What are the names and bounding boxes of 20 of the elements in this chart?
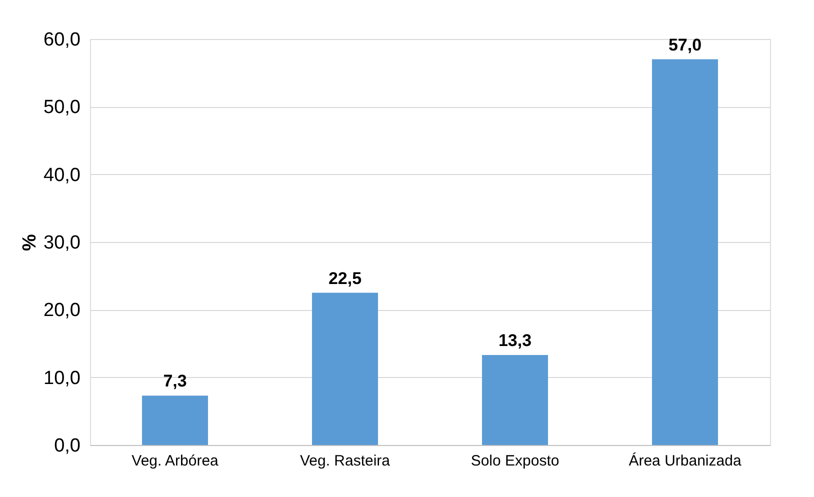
bar	[312, 292, 378, 445]
bar	[142, 396, 208, 445]
data-label: 13,3	[498, 331, 532, 350]
y-tick-label: 40,0	[44, 164, 80, 186]
bar	[652, 59, 718, 445]
x-tick-label: Solo Exposto	[470, 452, 560, 470]
y-tick-label: 10,0	[44, 368, 80, 389]
x-tick-label: Veg. Rasteira	[300, 452, 391, 470]
x-tick-label: Veg. Arbórea	[132, 452, 220, 470]
x-tick-label: Área Urbanizada	[628, 452, 742, 470]
y-tick-label: 50,0	[44, 97, 80, 118]
data-label: 22,5	[328, 268, 362, 288]
data-label: 57,0	[668, 35, 702, 54]
y-tick-label: 0,0	[54, 436, 80, 456]
bar	[482, 355, 548, 445]
y-tick-label: 20,0	[44, 300, 80, 322]
data-label: 7,3	[163, 372, 187, 391]
y-tick-label: 60,0	[44, 30, 80, 50]
y-tick-label: 30,0	[44, 232, 80, 254]
y-axis-title: %	[20, 234, 41, 251]
